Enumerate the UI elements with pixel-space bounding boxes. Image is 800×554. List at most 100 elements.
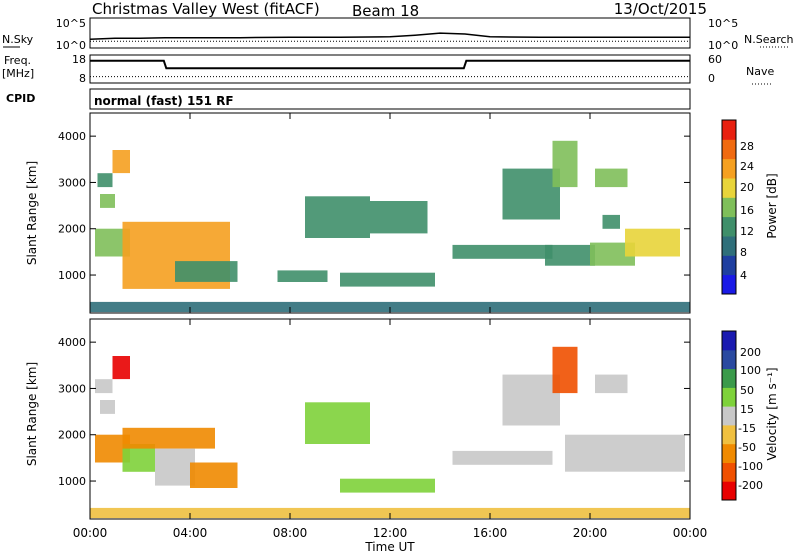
power-panel: 1000 2000 3000 4000 Slant Range [km] bbox=[25, 112, 691, 314]
velocity-colorbar-swatch bbox=[722, 331, 736, 351]
freq-tick-top: 18 bbox=[72, 53, 86, 66]
power-echo-region bbox=[602, 214, 620, 229]
velocity-colorbar-label: Velocity [m s⁻¹] bbox=[765, 367, 779, 460]
velocity-colorbar-swatch bbox=[722, 481, 736, 501]
noise-tick-right-bottom: 10^0 bbox=[708, 39, 738, 52]
velocity-colorbar: Velocity [m s⁻¹] 200 100 50 15 -15 -50 -… bbox=[721, 330, 779, 501]
vel-tick-minus200: -200 bbox=[738, 479, 763, 492]
velocity-echo-region bbox=[122, 444, 155, 472]
freq-line bbox=[90, 59, 690, 70]
power-y-axis: 1000 2000 3000 4000 bbox=[58, 130, 690, 282]
power-echo-region bbox=[595, 168, 628, 188]
velocity-echo-region bbox=[155, 448, 195, 486]
power-echo-region bbox=[175, 261, 238, 282]
power-echo-region bbox=[590, 242, 635, 266]
power-colorbar-swatch bbox=[722, 197, 736, 218]
noise-panel-frame bbox=[89, 17, 691, 49]
velocity-echo-region bbox=[305, 402, 370, 444]
power-colorbar-swatch bbox=[722, 178, 736, 198]
time-x-axis: 00:00 04:00 08:00 12:00 16:00 20:00 00:0… bbox=[73, 113, 708, 540]
noise-tick-right-top: 10^5 bbox=[708, 17, 738, 30]
freq-panel-frame bbox=[89, 54, 691, 84]
nsky-label: N.Sky bbox=[2, 33, 34, 46]
power-tick-8: 8 bbox=[740, 246, 747, 259]
power-colorbar-swatch bbox=[722, 255, 736, 276]
nsky-line bbox=[89, 32, 690, 40]
velocity-echo-region bbox=[190, 462, 238, 488]
power-tick-20: 20 bbox=[740, 181, 754, 194]
power-colorbar-frame bbox=[721, 119, 737, 295]
x-tick-label: 16:00 bbox=[473, 526, 508, 540]
noise-tick-left-bottom: 10^0 bbox=[56, 39, 86, 52]
vel-tick-minus15: -15 bbox=[738, 422, 756, 435]
x-tick-label: 04:00 bbox=[173, 526, 208, 540]
nsearch-label: N.Search bbox=[744, 33, 794, 46]
velocity-echo-region bbox=[452, 450, 553, 465]
power-tick-28: 28 bbox=[740, 140, 754, 153]
power-y-tick-label: 3000 bbox=[58, 176, 86, 189]
power-echo-region bbox=[452, 244, 553, 259]
nave-label: Nave bbox=[746, 65, 774, 78]
power-colorbar-label: Power [dB] bbox=[765, 173, 779, 238]
x-tick-label: 00:00 bbox=[673, 526, 708, 540]
power-tick-24: 24 bbox=[740, 160, 754, 173]
x-tick-label: 08:00 bbox=[273, 526, 308, 540]
velocity-echo-region bbox=[565, 434, 685, 472]
velocity-y-tick-label: 1000 bbox=[58, 475, 86, 488]
vel-tick-100: 100 bbox=[740, 364, 761, 377]
power-echo-region bbox=[502, 168, 560, 220]
power-colorbar-swatch bbox=[722, 139, 736, 160]
x-tick-label: 20:00 bbox=[573, 526, 608, 540]
power-y-label: Slant Range [km] bbox=[25, 161, 39, 265]
cpid-mode: normal (fast) 151 RF bbox=[94, 94, 234, 108]
power-colorbar: Power [dB] 28 24 20 16 12 8 4 bbox=[721, 119, 779, 295]
velocity-echo-region bbox=[595, 374, 628, 394]
freq-tick-bottom: 8 bbox=[79, 72, 86, 85]
freq-label: Freq. bbox=[4, 54, 31, 67]
station-title: Christmas Valley West (fitACF) bbox=[92, 0, 320, 18]
velocity-echo-region bbox=[100, 400, 115, 414]
x-tick-label: 00:00 bbox=[73, 526, 108, 540]
velocity-y-label: Slant Range [km] bbox=[25, 362, 39, 466]
velocity-y-tick-label: 3000 bbox=[58, 382, 86, 395]
vel-tick-minus50: -50 bbox=[738, 441, 756, 454]
beam-label: Beam 18 bbox=[352, 2, 419, 20]
power-tick-12: 12 bbox=[740, 225, 754, 238]
noise-panel: N.Sky N.Search 10^5 10^0 10^5 10^0 bbox=[2, 17, 794, 52]
power-tick-4: 4 bbox=[740, 269, 747, 282]
velocity-panel: 1000 2000 3000 4000 Slant Range [km] bbox=[25, 318, 691, 520]
power-echo-region bbox=[545, 244, 595, 266]
nave-tick-bottom: 0 bbox=[708, 72, 715, 85]
velocity-echo-region bbox=[502, 374, 560, 426]
power-colorbar-swatch bbox=[722, 216, 736, 237]
power-y-tick-label: 4000 bbox=[58, 130, 86, 143]
freq-unit-label: [MHz] bbox=[2, 67, 34, 80]
vel-tick-minus100: -100 bbox=[738, 460, 763, 473]
power-colorbar-swatch bbox=[722, 274, 736, 295]
velocity-colorbar-swatch bbox=[722, 406, 736, 426]
power-y-tick-label: 2000 bbox=[58, 223, 86, 236]
x-axis-title: Time UT bbox=[364, 540, 415, 554]
velocity-colorbar-frame bbox=[721, 330, 737, 501]
power-echo-region bbox=[100, 194, 115, 208]
velocity-echo-region bbox=[122, 427, 215, 449]
velocity-echo-region bbox=[340, 478, 435, 493]
power-echo-region bbox=[552, 140, 578, 188]
power-echo-region bbox=[625, 228, 680, 257]
velocity-echo-region bbox=[95, 379, 113, 394]
date-label: 13/Oct/2015 bbox=[614, 0, 707, 18]
vel-tick-200: 200 bbox=[740, 346, 761, 359]
velocity-colorbar-swatch bbox=[722, 424, 736, 445]
power-data bbox=[90, 140, 690, 313]
nave-tick-top: 60 bbox=[708, 53, 722, 66]
power-tick-16: 16 bbox=[740, 204, 754, 217]
noise-tick-left-top: 10^5 bbox=[56, 17, 86, 30]
cpid-frame bbox=[89, 88, 691, 110]
velocity-colorbar-swatch bbox=[722, 349, 736, 370]
freq-panel: Freq. [MHz] 18 8 60 0 Nave bbox=[2, 53, 774, 85]
power-echo-region bbox=[370, 201, 428, 234]
velocity-colorbar-swatch bbox=[722, 462, 736, 482]
power-echo-region bbox=[112, 150, 130, 174]
power-echo-region bbox=[305, 196, 370, 238]
